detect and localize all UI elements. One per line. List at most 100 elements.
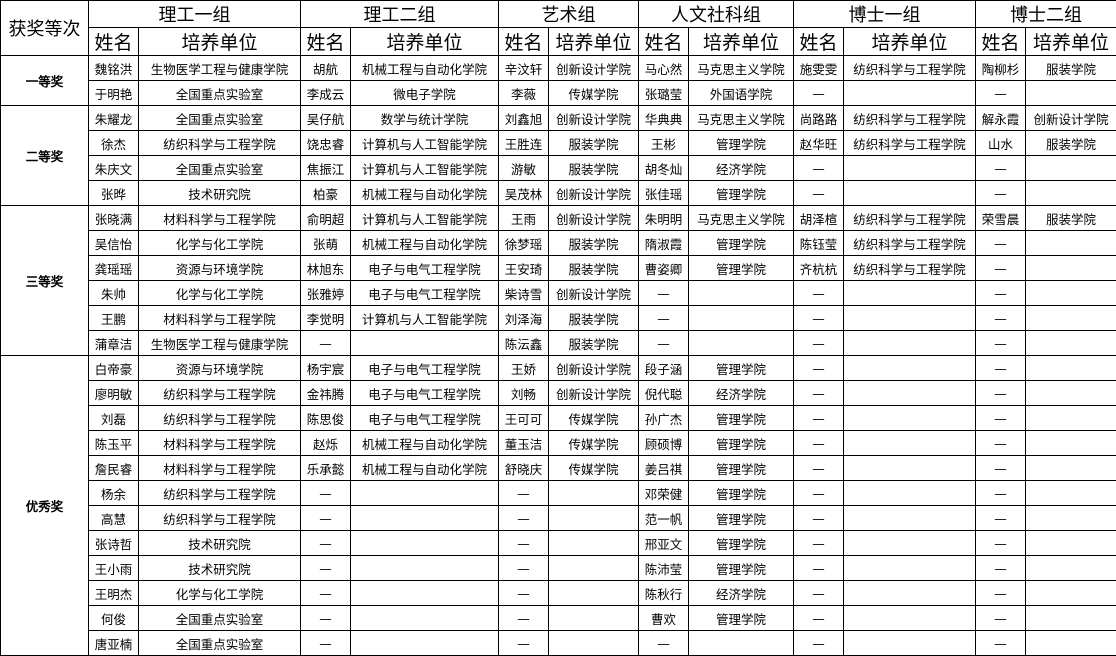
unit-cell: 传媒学院: [549, 81, 639, 106]
unit-cell: 外国语学院: [689, 81, 794, 106]
unit-cell: 资源与环境学院: [139, 256, 301, 281]
winner-name-cell: 杨宇宸: [301, 356, 351, 381]
winner-name-cell: —: [976, 306, 1026, 331]
name-column-header: 姓名: [89, 28, 139, 56]
unit-cell: [549, 606, 639, 631]
winner-name-cell: 王胜连: [499, 131, 549, 156]
winner-name-cell: 魏铭洪: [89, 56, 139, 81]
winner-name-cell: —: [639, 281, 689, 306]
winner-name-cell: 荣雪晨: [976, 206, 1026, 231]
winner-name-cell: 隋淑霞: [639, 231, 689, 256]
winner-name-cell: —: [301, 556, 351, 581]
unit-cell: [351, 631, 499, 656]
unit-cell: 管理学院: [689, 481, 794, 506]
unit-cell: [351, 606, 499, 631]
unit-cell: 纺织科学与工程学院: [844, 106, 976, 131]
award-level-header: 获奖等次: [1, 1, 89, 56]
winner-name-cell: —: [976, 606, 1026, 631]
unit-cell: 全国重点实验室: [139, 81, 301, 106]
name-column-header: 姓名: [499, 28, 549, 56]
unit-cell: 管理学院: [689, 506, 794, 531]
header-row-columns: 姓名培养单位姓名培养单位姓名培养单位姓名培养单位姓名培养单位姓名培养单位: [1, 28, 1116, 56]
unit-cell: 创新设计学院: [549, 181, 639, 206]
unit-cell: 服装学院: [1026, 131, 1116, 156]
winner-name-cell: —: [976, 356, 1026, 381]
winner-name-cell: 舒晓庆: [499, 456, 549, 481]
winner-name-cell: —: [499, 481, 549, 506]
unit-cell: [549, 506, 639, 531]
unit-cell: 马克思主义学院: [689, 206, 794, 231]
unit-cell: [351, 481, 499, 506]
unit-cell: 创新设计学院: [549, 356, 639, 381]
unit-cell: [1026, 456, 1116, 481]
winner-name-cell: 王明杰: [89, 581, 139, 606]
table-row: 唐亚楠全国重点实验室—————: [1, 631, 1116, 656]
winner-name-cell: 唐亚楠: [89, 631, 139, 656]
unit-cell: 机械工程与自动化学院: [351, 431, 499, 456]
winner-name-cell: —: [499, 506, 549, 531]
winner-name-cell: 董玉洁: [499, 431, 549, 456]
winner-name-cell: 刘泽海: [499, 306, 549, 331]
unit-cell: [1026, 81, 1116, 106]
winner-name-cell: 陈思俊: [301, 406, 351, 431]
winner-name-cell: —: [976, 506, 1026, 531]
unit-cell: [549, 631, 639, 656]
unit-cell: [1026, 356, 1116, 381]
unit-cell: 技术研究院: [139, 181, 301, 206]
table-row: 三等奖张晓满材料科学与工程学院俞明超计算机与人工智能学院王雨创新设计学院朱明明马…: [1, 206, 1116, 231]
unit-cell: 化学与化工学院: [139, 231, 301, 256]
unit-cell: 机械工程与自动化学院: [351, 456, 499, 481]
table-row: 王明杰化学与化工学院——陈秋行经济学院——: [1, 581, 1116, 606]
name-column-header: 姓名: [301, 28, 351, 56]
unit-cell: 计算机与人工智能学院: [351, 131, 499, 156]
winner-name-cell: 陶柳杉: [976, 56, 1026, 81]
unit-cell: 管理学院: [689, 181, 794, 206]
unit-cell: 传媒学院: [549, 406, 639, 431]
unit-cell: [844, 456, 976, 481]
unit-cell: [844, 631, 976, 656]
unit-cell: [351, 581, 499, 606]
winner-name-cell: 范一帆: [639, 506, 689, 531]
winner-name-cell: 李薇: [499, 81, 549, 106]
unit-cell: [549, 556, 639, 581]
unit-cell: 经济学院: [689, 156, 794, 181]
unit-cell: [1026, 281, 1116, 306]
unit-cell: 材料科学与工程学院: [139, 431, 301, 456]
winner-name-cell: 廖明敏: [89, 381, 139, 406]
winner-name-cell: —: [794, 281, 844, 306]
winner-name-cell: 孙广杰: [639, 406, 689, 431]
group-header: 博士一组: [794, 1, 976, 28]
table-row: 詹民睿材料科学与工程学院乐承懿机械工程与自动化学院舒晓庆传媒学院姜吕祺管理学院—…: [1, 456, 1116, 481]
winner-name-cell: 王鹏: [89, 306, 139, 331]
unit-cell: [844, 381, 976, 406]
unit-cell: [1026, 581, 1116, 606]
unit-column-header: 培养单位: [351, 28, 499, 56]
winner-name-cell: —: [794, 481, 844, 506]
unit-cell: 纺织科学与工程学院: [139, 381, 301, 406]
winner-name-cell: 解永霞: [976, 106, 1026, 131]
winner-name-cell: 尚路路: [794, 106, 844, 131]
unit-cell: 创新设计学院: [1026, 106, 1116, 131]
winner-name-cell: 刘畅: [499, 381, 549, 406]
winner-name-cell: —: [499, 531, 549, 556]
winner-name-cell: 游敏: [499, 156, 549, 181]
winner-name-cell: 焦振江: [301, 156, 351, 181]
winner-name-cell: 刘磊: [89, 406, 139, 431]
table-row: 张晔技术研究院柏豪机械工程与自动化学院吴茂林创新设计学院张佳瑶管理学院——: [1, 181, 1116, 206]
unit-cell: [844, 181, 976, 206]
winner-name-cell: —: [976, 256, 1026, 281]
unit-cell: 电子与电气工程学院: [351, 356, 499, 381]
award-level-cell: 优秀奖: [1, 356, 89, 656]
unit-cell: 化学与化工学院: [139, 281, 301, 306]
unit-cell: [1026, 631, 1116, 656]
winner-name-cell: 白帝豪: [89, 356, 139, 381]
winner-name-cell: 陈玉平: [89, 431, 139, 456]
group-header: 博士二组: [976, 1, 1116, 28]
unit-cell: [1026, 481, 1116, 506]
table-row: 朱帅化学与化工学院张雅婷电子与电气工程学院柴诗雪创新设计学院———: [1, 281, 1116, 306]
unit-cell: 管理学院: [689, 606, 794, 631]
unit-cell: 经济学院: [689, 581, 794, 606]
winner-name-cell: 齐杭杭: [794, 256, 844, 281]
unit-cell: 全国重点实验室: [139, 606, 301, 631]
